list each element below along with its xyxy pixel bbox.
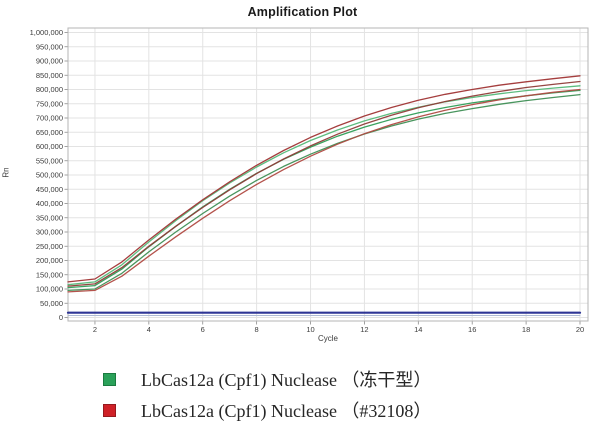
y-tick-label: 950,000 [36,42,63,51]
y-tick-label: 700,000 [36,114,63,123]
y-tick-label: 800,000 [36,85,63,94]
y-tick-label: 250,000 [36,242,63,251]
x-tick-label: 2 [93,325,97,334]
y-tick-label: 150,000 [36,270,63,279]
chart-svg: 0 50,000 100,000 150,000 200,000 250,000 300,0… [30,27,589,334]
y-tick-label: 750,000 [36,99,63,108]
x-tick-label: 12 [360,325,368,334]
y-tick-label: 50,000 [40,299,63,308]
y-tick-label: 900,000 [36,57,63,66]
series-line-5 [67,88,581,293]
series-line-0 [67,85,581,286]
y-tick-label: 600,000 [36,142,63,151]
series-line-3 [67,75,581,283]
y-tick-label: 400,000 [36,199,63,208]
x-tick-label: 8 [255,325,259,334]
legend-item-lyophilized: LbCas12a (Cpf1) Nuclease （冻干型） [103,368,431,390]
y-tick-label: 200,000 [36,256,63,265]
y-tick-label: 0 [59,313,63,322]
plot-border [67,27,589,322]
chart-title: Amplification Plot [247,5,358,19]
y-tick-label: 100,000 [36,285,63,294]
x-tick-label: 16 [468,325,476,334]
series-line-2 [67,93,581,292]
legend-label-32108: LbCas12a (Cpf1) Nuclease （#32108） [141,401,432,421]
legend: LbCas12a (Cpf1) Nuclease （冻干型） LbCas12a … [103,368,431,421]
legend-swatch-red [103,403,116,417]
x-tick-label: 20 [576,325,584,334]
x-tick-label: 10 [306,325,314,334]
x-tick-label: 4 [147,325,151,334]
y-axis-label: Rn [1,167,11,178]
series-line-4 [67,80,581,287]
legend-item-32108: LbCas12a (Cpf1) Nuclease （#32108） [103,399,431,421]
y-tick-label: 850,000 [36,71,63,80]
y-tick-label: 1,000,000 [30,28,63,37]
y-tick-label: 350,000 [36,213,63,222]
y-tick-label: 550,000 [36,156,63,165]
y-tick-label: 650,000 [36,128,63,137]
y-tick-label: 300,000 [36,228,63,237]
x-tick-label: 14 [414,325,422,334]
y-tick-label: 500,000 [36,171,63,180]
x-tick-label: 6 [201,325,205,334]
x-axis-label: Cycle [317,334,338,343]
y-tick-label: 450,000 [36,185,63,194]
legend-swatch-green [103,372,116,386]
legend-label-lyophilized: LbCas12a (Cpf1) Nuclease （冻干型） [141,370,432,390]
x-tick-label: 18 [522,325,530,334]
